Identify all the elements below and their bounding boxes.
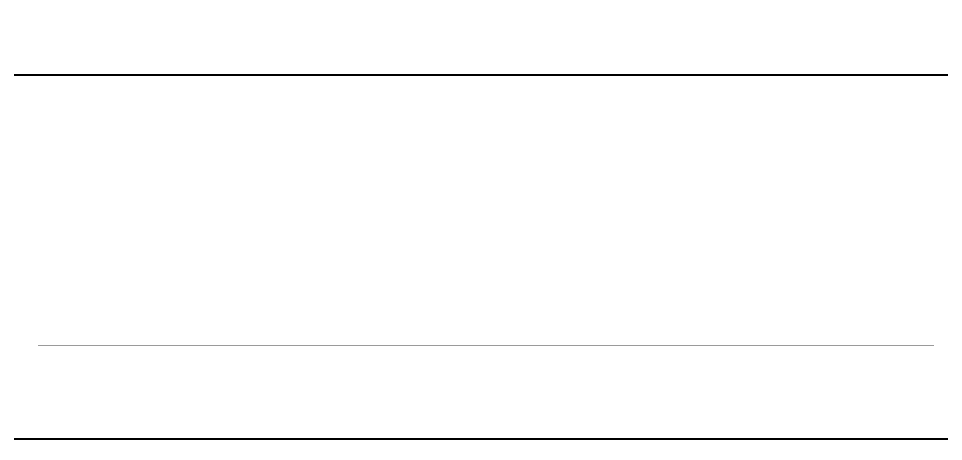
divider-top bbox=[14, 74, 948, 76]
divider-bottom bbox=[14, 438, 948, 440]
x-axis-line bbox=[38, 345, 934, 346]
